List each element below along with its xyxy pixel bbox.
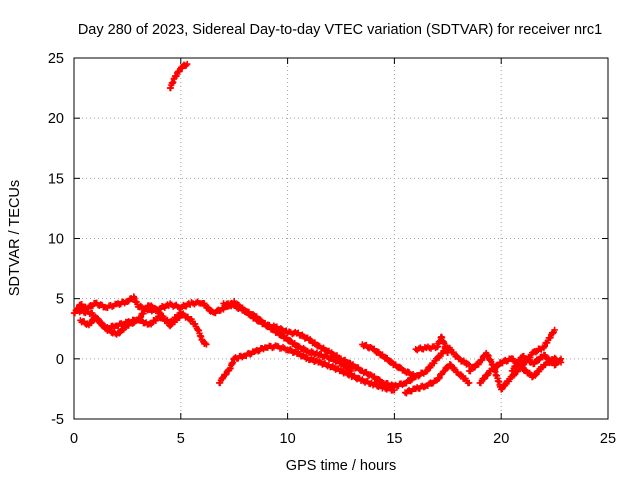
data-point bbox=[541, 342, 548, 350]
data-point bbox=[512, 363, 519, 370]
data-points bbox=[70, 60, 565, 397]
data-point bbox=[547, 334, 554, 341]
y-tick-label: 10 bbox=[48, 232, 64, 248]
data-point bbox=[444, 349, 451, 357]
data-point bbox=[494, 362, 501, 370]
data-point bbox=[465, 379, 473, 387]
data-point bbox=[531, 372, 539, 379]
data-point bbox=[513, 362, 520, 370]
x-tick-label: 0 bbox=[70, 431, 78, 447]
data-point bbox=[315, 342, 322, 349]
x-tick-label: 15 bbox=[386, 431, 402, 447]
data-point bbox=[286, 337, 294, 344]
data-point bbox=[549, 330, 557, 337]
data-point bbox=[184, 60, 191, 68]
data-point bbox=[436, 374, 443, 381]
data-point bbox=[435, 375, 442, 382]
y-axis-label: SDTVAR / TECUs bbox=[7, 180, 23, 296]
grid bbox=[74, 58, 608, 419]
data-point bbox=[137, 313, 144, 321]
y-tick-label: 5 bbox=[56, 292, 64, 308]
data-point bbox=[391, 386, 398, 394]
y-tick-label: 25 bbox=[48, 51, 64, 67]
data-point bbox=[465, 361, 473, 369]
chart-title: Day 280 of 2023, Sidereal Day-to-day VTE… bbox=[78, 22, 602, 38]
data-point bbox=[204, 303, 211, 311]
y-tick-label: -5 bbox=[51, 412, 64, 428]
data-point bbox=[115, 330, 123, 337]
y-tick-label: 0 bbox=[56, 352, 64, 368]
axis-ticks: 0 5 10 15 20 25 -5 0 5 10 15 20 25 bbox=[48, 51, 616, 447]
data-point bbox=[423, 368, 430, 375]
y-tick-label: 15 bbox=[48, 171, 64, 187]
x-tick-label: 25 bbox=[600, 431, 616, 447]
data-point bbox=[534, 357, 542, 364]
data-point bbox=[545, 355, 552, 362]
data-point bbox=[202, 340, 209, 347]
data-point bbox=[348, 367, 355, 375]
data-point bbox=[510, 372, 518, 379]
data-point bbox=[156, 309, 163, 316]
data-point bbox=[257, 316, 264, 323]
data-point bbox=[551, 326, 558, 334]
data-point bbox=[177, 312, 184, 319]
data-point bbox=[521, 366, 529, 373]
data-point bbox=[203, 341, 210, 348]
data-point bbox=[557, 355, 565, 363]
data-point bbox=[92, 313, 99, 321]
data-point bbox=[479, 356, 486, 364]
x-tick-label: 20 bbox=[493, 431, 509, 447]
y-tick-label: 20 bbox=[48, 111, 64, 127]
data-point bbox=[223, 371, 230, 378]
x-tick-label: 10 bbox=[280, 431, 296, 447]
x-axis-label: GPS time / hours bbox=[286, 458, 396, 474]
x-tick-label: 5 bbox=[177, 431, 185, 447]
data-point bbox=[147, 302, 155, 309]
data-point bbox=[88, 319, 95, 326]
